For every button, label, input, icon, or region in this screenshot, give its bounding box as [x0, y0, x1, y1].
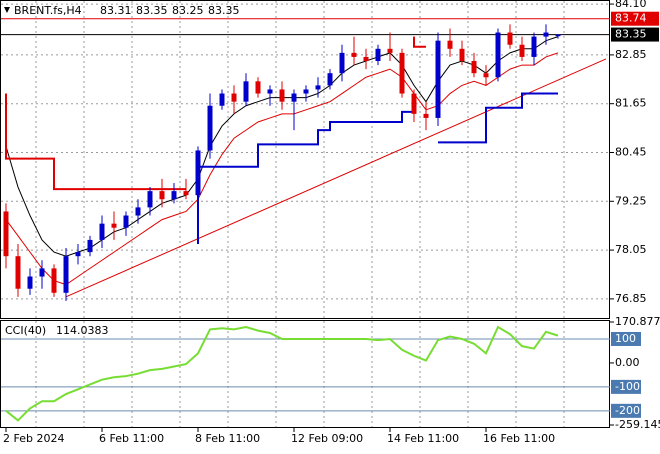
candle-body: [111, 223, 117, 228]
candle-body: [531, 36, 537, 57]
candle-body: [243, 81, 249, 102]
level-box: [611, 403, 641, 418]
candle-body: [471, 60, 477, 74]
y-tick-label: 79.25: [615, 194, 647, 207]
candle-body: [435, 40, 441, 118]
cci-line: [5, 325, 559, 422]
candle-body: [375, 48, 381, 61]
y-tick-label: 170.877: [615, 315, 660, 328]
candle-body: [183, 191, 189, 196]
candle-body: [255, 81, 261, 94]
header-arrow: [4, 7, 10, 13]
x-tick-label: 8 Feb 11:00: [195, 432, 260, 445]
header-low: 83.25: [172, 4, 204, 17]
candle-body: [327, 73, 333, 86]
candle-body: [15, 256, 21, 289]
trend-line: [65, 58, 607, 298]
level-box: [611, 379, 641, 394]
candle-body: [507, 32, 513, 45]
candle-body: [351, 52, 357, 57]
candle-body: [231, 93, 237, 102]
candle-body: [399, 52, 405, 94]
price-panel-frame: [0, 0, 610, 319]
candle-body: [555, 34, 561, 37]
candle-body: [147, 191, 153, 208]
x-tick-label: 14 Feb 11:00: [387, 432, 459, 445]
x-tick-label: 2 Feb 2024: [3, 432, 64, 445]
indicator-value: 114.0383: [56, 324, 109, 337]
candle-body: [495, 32, 501, 78]
moving-average: [5, 52, 559, 286]
y-tick-label: 84.10: [615, 0, 647, 10]
candle-body: [423, 113, 429, 118]
candle-body: [279, 89, 285, 102]
candle-body: [207, 105, 213, 151]
candle-body: [159, 191, 165, 200]
plot-layer: 84.10 82.85 81.65 80.45 79.25 78.05 76.85 BRENT…: [1, 0, 660, 445]
candle-body: [75, 252, 81, 257]
y-tick-label: 0.00: [615, 356, 640, 369]
price-marker-label: 83.35: [615, 28, 647, 41]
y-tick-label: 80.45: [615, 145, 647, 158]
candle-body: [27, 276, 33, 289]
candle-body: [39, 268, 45, 277]
step-line: [197, 92, 558, 244]
candle-body: [387, 48, 393, 53]
candle-body: [303, 89, 309, 94]
candle-body: [195, 150, 201, 196]
candle-body: [459, 48, 465, 61]
candle-body: [99, 223, 105, 240]
candle-body: [219, 93, 225, 106]
y-tick-label: -259.145: [615, 418, 660, 431]
x-tick-label: 12 Feb 09:00: [291, 432, 363, 445]
candle-body: [315, 85, 321, 90]
indicator-title: CCI(40): [5, 324, 46, 337]
candle-body: [123, 215, 129, 228]
y-tick-label: 82.85: [615, 48, 647, 61]
x-tick-label: 16 Feb 11:00: [483, 432, 555, 445]
candle-body: [63, 256, 69, 293]
x-tick-label: 6 Feb 11:00: [99, 432, 164, 445]
y-tick-label: 76.85: [615, 292, 647, 305]
candle-body: [267, 89, 273, 94]
price-marker-box: [611, 11, 659, 26]
y-tick-label: 100: [615, 332, 636, 345]
y-tick-label: -200: [615, 404, 640, 417]
candle-body: [135, 207, 141, 216]
candle-body: [291, 93, 297, 102]
candle-body: [3, 211, 9, 257]
candle-body: [483, 73, 489, 78]
header-open: 83.31: [100, 4, 132, 17]
price-marker-box: [611, 27, 659, 42]
candle-body: [339, 52, 345, 74]
candle-body: [447, 40, 453, 49]
candle-body: [519, 44, 525, 57]
header-high: 83.35: [136, 4, 168, 17]
candle-body: [411, 93, 417, 114]
y-tick-label: 81.65: [615, 97, 647, 110]
header-close: 83.35: [208, 4, 240, 17]
candle-body: [171, 191, 177, 200]
y-tick-label: 78.05: [615, 243, 647, 256]
level-box: [611, 331, 641, 346]
y-tick-label: -100: [615, 380, 640, 393]
step-line: [5, 36, 426, 191]
candle-body: [87, 239, 93, 253]
price-marker-label: 83.74: [615, 12, 647, 25]
candle-body: [363, 56, 369, 61]
chart-title: BRENT.fs,H4: [14, 4, 82, 17]
cci-panel-frame: [0, 320, 610, 428]
candle-body: [51, 268, 57, 293]
candle-body: [543, 32, 549, 37]
